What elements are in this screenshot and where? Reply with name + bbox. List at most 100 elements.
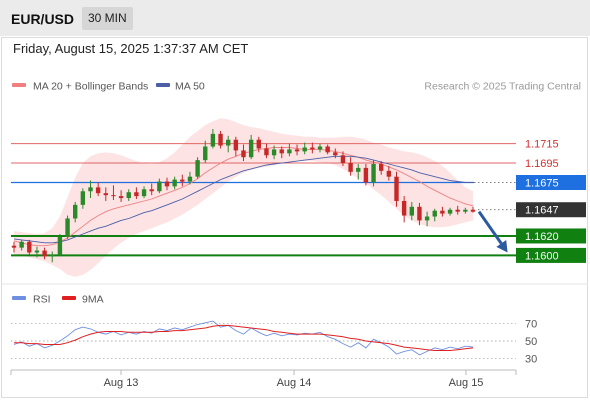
candle-body [149, 189, 154, 192]
rsi-lines [13, 320, 474, 356]
candle-body [241, 150, 246, 158]
candle [27, 239, 32, 255]
candle-body [294, 149, 300, 152]
candle-body [187, 176, 193, 182]
candle-body [455, 209, 460, 212]
copyright-credit: Research © 2025 Trading Central [424, 81, 581, 93]
candle-body [424, 216, 430, 221]
ma20-legend-swatch [12, 83, 26, 87]
candle [50, 251, 55, 263]
candle [233, 136, 239, 157]
x-axis-tick-label: Aug 14 [277, 377, 312, 389]
level-label-support-2: 1.1600 [525, 250, 559, 262]
rsi-tick-label-70: 70 [525, 319, 537, 331]
candle-body [248, 139, 254, 158]
ma50-legend-swatch [156, 83, 170, 87]
timeframe-badge[interactable]: 30 MIN [82, 7, 133, 30]
candle [409, 201, 414, 221]
candle-body [356, 167, 361, 172]
candle [157, 178, 162, 194]
candle [19, 239, 24, 251]
candle-body [363, 167, 369, 183]
rsi-line [13, 320, 474, 356]
forecast-arrow-group [477, 210, 508, 253]
candle [118, 190, 124, 202]
candle [287, 143, 292, 157]
candle [172, 176, 177, 190]
candle-body [19, 241, 24, 248]
candle-body [134, 192, 139, 197]
candle [310, 142, 315, 154]
candle-body [440, 210, 445, 214]
candle-body [333, 152, 338, 156]
level-tag-current [516, 202, 586, 218]
candle-body [50, 254, 55, 257]
candle-body [233, 139, 239, 151]
candle-body [65, 218, 70, 237]
candle [195, 157, 200, 179]
candle [447, 207, 453, 216]
candle [325, 144, 330, 155]
candle-body [348, 163, 353, 172]
candle-body [394, 176, 399, 201]
candle [424, 211, 430, 227]
rsi-legend-label: RSI [33, 294, 51, 306]
candle [241, 144, 246, 162]
candle [340, 151, 346, 166]
candle-body [371, 164, 376, 183]
ma9-legend-label: 9MA [82, 294, 104, 306]
rsi-tick-label-50: 50 [525, 336, 537, 348]
candle-body [409, 206, 414, 216]
candle-body [118, 196, 124, 199]
forecast-arrow-head [496, 240, 508, 253]
candle [333, 148, 338, 159]
rsi-ma9-line [14, 324, 474, 351]
candle [356, 164, 361, 180]
candle-body [11, 245, 17, 248]
candle-body [42, 250, 47, 257]
bollinger-band-fill [14, 118, 473, 277]
candle-body [447, 209, 453, 214]
candle [294, 144, 300, 156]
candle [11, 241, 17, 253]
candle [111, 185, 116, 200]
candle-body [195, 160, 200, 177]
candle-body [417, 206, 422, 221]
candle-body [317, 146, 323, 150]
candle [248, 134, 254, 160]
candle [470, 206, 476, 213]
candle [103, 187, 108, 201]
candle [80, 188, 86, 209]
candle [187, 171, 193, 185]
candle-body [203, 146, 208, 161]
candle-body [287, 149, 292, 154]
level-label-current: 1.1647 [525, 205, 559, 217]
candle [317, 143, 323, 153]
candle-body [226, 139, 231, 146]
level-label-support-1: 1.1620 [525, 231, 559, 243]
candle [394, 171, 399, 207]
x-axis-ticks: Aug 13 Aug 14 Aug 15 [10, 370, 517, 389]
level-tag-support-2 [516, 247, 586, 263]
candle-body [386, 170, 392, 177]
candle-body [264, 148, 269, 156]
symbol-label: EUR/USD [11, 11, 75, 27]
candle-body [27, 241, 32, 253]
rsi-gridlines: 70 50 30 [11, 319, 537, 365]
candle [401, 196, 407, 223]
candle-body [463, 209, 468, 212]
candle [379, 161, 384, 175]
chart-header: EUR/USD 30 MIN [0, 0, 590, 36]
candle [218, 130, 223, 149]
candle [164, 177, 170, 191]
candle [134, 187, 139, 200]
candle-body [325, 146, 330, 153]
candle [226, 135, 231, 153]
candle-body [126, 192, 131, 199]
candle-body [164, 181, 170, 187]
level-tag-pivot [516, 175, 586, 190]
candle-body [470, 209, 476, 212]
candle [271, 145, 277, 160]
candle-body [172, 179, 177, 187]
